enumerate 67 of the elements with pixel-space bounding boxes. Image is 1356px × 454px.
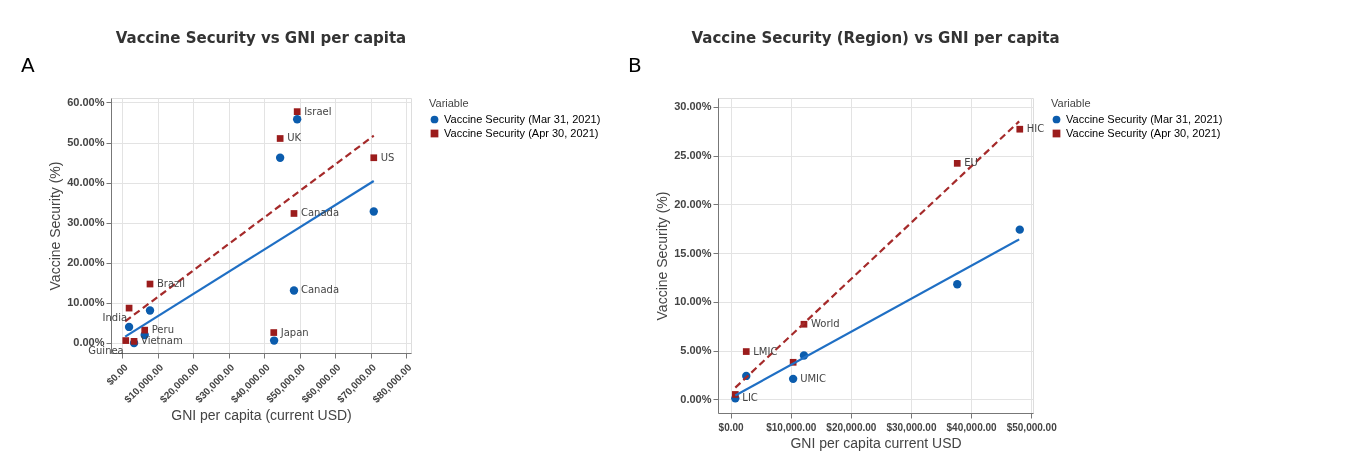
point — [124, 322, 134, 332]
x-tick-label: $20,000.00 — [826, 421, 877, 433]
point — [953, 159, 961, 167]
x-axis-title: GNI per capita current USD — [790, 434, 962, 451]
legend-title: Variable — [1051, 97, 1091, 109]
y-tick-label: 20.00% — [67, 256, 105, 269]
x-tick-label: $50,000.00 — [1006, 421, 1058, 433]
legend-label: Vaccine Security (Apr 30, 2021) — [444, 126, 599, 139]
point — [269, 336, 279, 345]
point — [122, 337, 130, 344]
x-tick-label: $0.00 — [718, 421, 745, 433]
y-tick-label: 0.00% — [680, 392, 712, 405]
y-axis-title: Vaccine Security (%) — [47, 161, 64, 291]
point — [1016, 125, 1024, 133]
x-axis-title: GNI per capita (current USD) — [171, 406, 352, 423]
point — [270, 329, 278, 336]
annotation: World — [810, 318, 840, 330]
y-tick-label: 30.00% — [67, 216, 105, 229]
point — [292, 115, 302, 124]
legend-label: Vaccine Security (Mar 31, 2021) — [1066, 112, 1223, 125]
y-tick-label: 15.00% — [674, 246, 712, 259]
annotation: Peru — [151, 324, 174, 336]
x-tick-label: $10,000.00 — [766, 421, 817, 433]
point — [742, 348, 750, 355]
annotation: Vietnam — [141, 335, 183, 347]
point — [788, 374, 798, 384]
annotation: HIC — [1026, 123, 1045, 135]
point — [369, 207, 378, 216]
annotation: LMIC — [753, 345, 778, 357]
point — [370, 154, 378, 162]
x-tick-label: $30,000.00 — [886, 421, 937, 433]
chart-title: Vaccine Security (Region) vs GNI per capita — [691, 29, 1060, 47]
y-axis-title: Vaccine Security (%) — [654, 191, 671, 321]
point — [145, 306, 155, 315]
point — [293, 108, 301, 115]
legend-title: Variable — [429, 97, 469, 109]
y-tick-label: 5.00% — [680, 344, 712, 357]
y-tick-label: 25.00% — [674, 149, 712, 162]
point — [275, 153, 285, 162]
y-tick-label: 10.00% — [67, 296, 105, 309]
y-tick-label: 40.00% — [67, 176, 105, 189]
legend-label: Vaccine Security (Apr 30, 2021) — [1066, 126, 1221, 139]
annotation: LIC — [742, 392, 758, 404]
annotation: Canada — [300, 284, 340, 296]
y-tick-label: 50.00% — [67, 136, 105, 148]
point — [290, 210, 298, 217]
legend-label: Vaccine Security (Mar 31, 2021) — [444, 112, 601, 125]
annotation: UMIC — [800, 372, 827, 384]
annotation: Japan — [279, 326, 309, 338]
y-tick-label: 60.00% — [67, 95, 105, 108]
annotation: UK — [287, 132, 302, 144]
chart-title: Vaccine Security vs GNI per capita — [115, 29, 407, 47]
point — [953, 280, 962, 289]
annotation: US — [380, 151, 395, 163]
y-tick-label: 20.00% — [674, 197, 712, 210]
text: A — [21, 53, 35, 77]
y-tick-label: 30.00% — [674, 100, 712, 113]
point — [289, 286, 299, 295]
point — [1015, 225, 1024, 234]
point — [141, 326, 149, 334]
x-tick-label: $40,000.00 — [946, 421, 998, 433]
annotation: Brazil — [157, 278, 185, 290]
annotation: EU — [964, 157, 978, 169]
annotation: Israel — [304, 105, 332, 117]
text: B — [628, 53, 642, 77]
point — [276, 135, 284, 142]
y-tick-label: 10.00% — [674, 295, 712, 308]
